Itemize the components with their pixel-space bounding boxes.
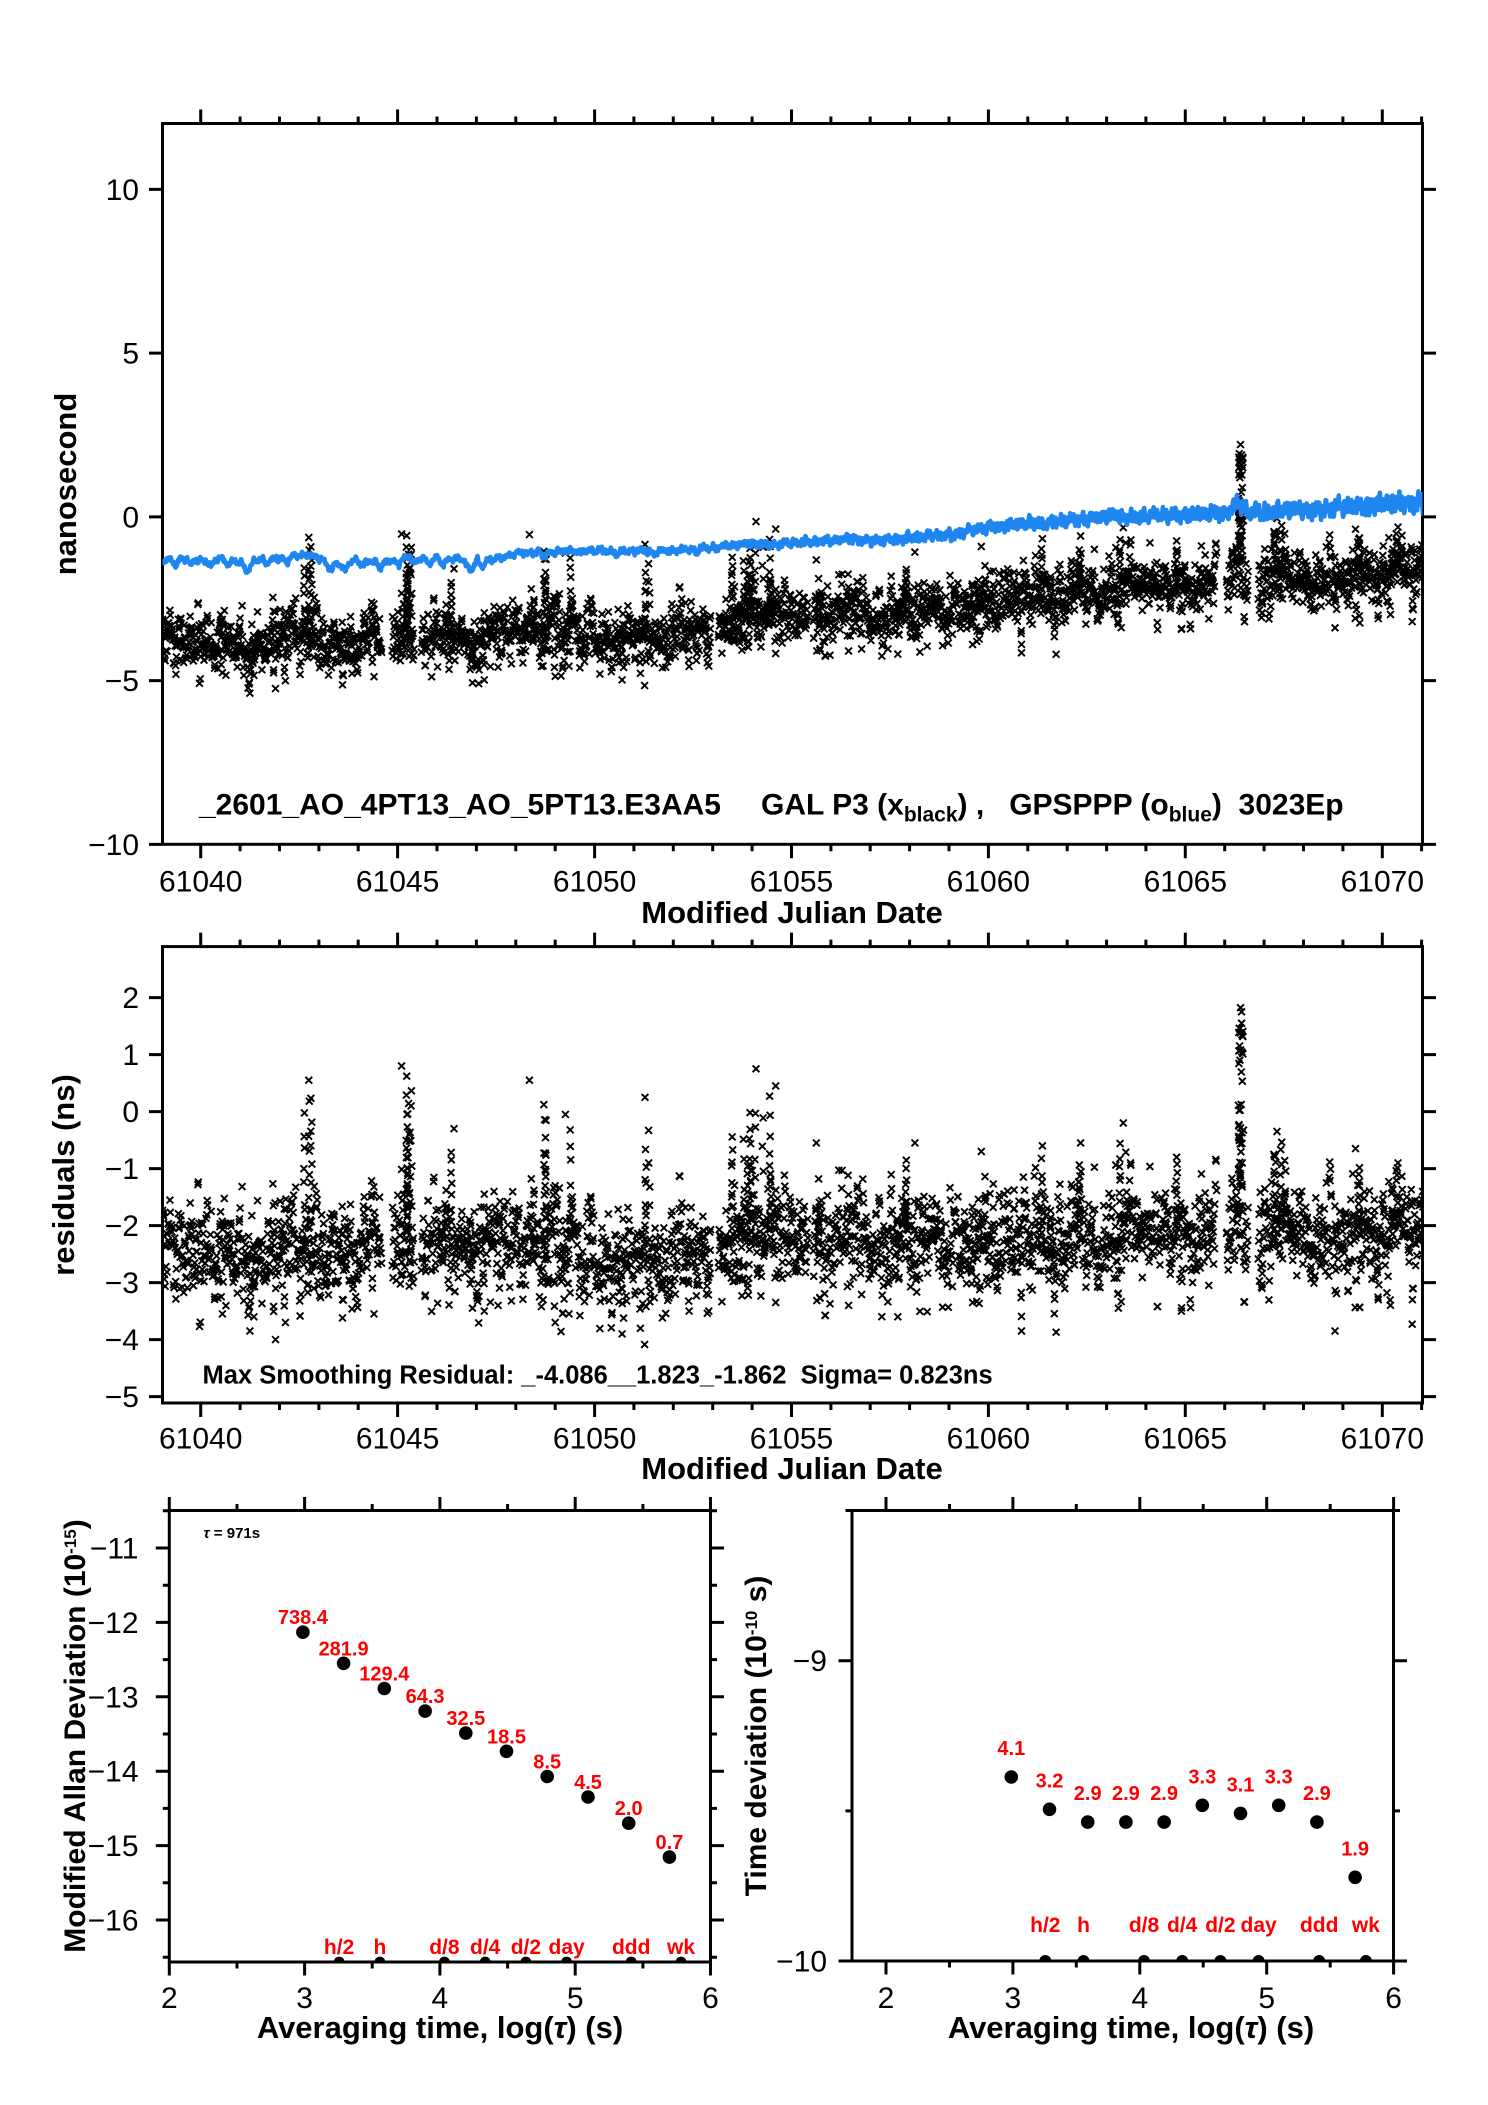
svg-text:3: 3 — [1005, 1982, 1022, 2015]
svg-text:−11: −11 — [90, 1533, 139, 1566]
svg-text:4: 4 — [1131, 1982, 1148, 2015]
svg-text:−3: −3 — [105, 1267, 139, 1300]
svg-text:day: day — [549, 1936, 586, 1959]
svg-text:61040: 61040 — [159, 1422, 242, 1455]
svg-text:5: 5 — [122, 338, 139, 371]
svg-text:Max Smoothing Residual: _-4.08: Max Smoothing Residual: _-4.086__1.823_-… — [203, 1362, 993, 1390]
svg-text:61045: 61045 — [356, 1422, 439, 1455]
svg-text:h: h — [1077, 1914, 1090, 1937]
svg-text:−13: −13 — [88, 1681, 139, 1714]
svg-text:738.4: 738.4 — [278, 1607, 329, 1629]
svg-text:8.5: 8.5 — [533, 1752, 561, 1774]
svg-text:Modified Julian Date: Modified Julian Date — [641, 1451, 942, 1486]
svg-text:−2: −2 — [105, 1210, 139, 1243]
svg-text:−10: −10 — [776, 1946, 827, 1979]
svg-text:3: 3 — [296, 1982, 313, 2015]
svg-text:64.3: 64.3 — [406, 1686, 445, 1708]
svg-text:ddd: ddd — [1300, 1914, 1338, 1937]
svg-text:61050: 61050 — [553, 1422, 636, 1455]
svg-text:−16: −16 — [88, 1905, 139, 1938]
svg-text:_2601_AO_4PT13_AO_5PT13.E3AA5: _2601_AO_4PT13_AO_5PT13.E3AA5 — [198, 788, 721, 821]
svg-text:Averaging time, log(τ) (s): Averaging time, log(τ) (s) — [257, 2010, 623, 2045]
svg-text:18.5: 18.5 — [487, 1726, 526, 1748]
svg-text:2.0: 2.0 — [615, 1798, 643, 1820]
svg-text:τ = 971s: τ = 971s — [204, 1525, 261, 1542]
svg-text:GAL P3 (xblack) , GPSPPP (ob: GAL P3 (xblack) , GPSPPP (oblue) 3023Ep — [761, 788, 1344, 826]
svg-text:−5: −5 — [105, 665, 139, 698]
svg-text:32.5: 32.5 — [446, 1708, 485, 1730]
svg-text:h: h — [373, 1936, 386, 1959]
svg-text:h/2: h/2 — [324, 1936, 354, 1959]
svg-text:2.9: 2.9 — [1150, 1783, 1178, 1805]
svg-text:61055: 61055 — [750, 1422, 833, 1455]
svg-text:3.3: 3.3 — [1188, 1766, 1216, 1788]
svg-text:61050: 61050 — [553, 866, 636, 899]
svg-text:2: 2 — [878, 1982, 895, 2015]
svg-text:4.1: 4.1 — [997, 1738, 1025, 1760]
svg-text:129.4: 129.4 — [359, 1664, 410, 1686]
svg-text:3.2: 3.2 — [1036, 1770, 1064, 1792]
svg-text:−5: −5 — [105, 1381, 139, 1414]
svg-text:2.9: 2.9 — [1303, 1783, 1331, 1805]
svg-text:4.5: 4.5 — [574, 1772, 602, 1794]
svg-text:61040: 61040 — [159, 866, 242, 899]
svg-text:3.1: 3.1 — [1227, 1774, 1255, 1796]
svg-text:Modified Julian Date: Modified Julian Date — [641, 895, 942, 930]
svg-text:ddd: ddd — [612, 1936, 650, 1959]
svg-text:−10: −10 — [88, 829, 139, 862]
svg-text:6: 6 — [702, 1982, 719, 2015]
svg-text:2: 2 — [161, 1982, 178, 2015]
svg-text:−4: −4 — [105, 1324, 139, 1357]
svg-text:1.9: 1.9 — [1341, 1838, 1369, 1860]
svg-text:wk: wk — [666, 1936, 695, 1959]
svg-text:nanosecond: nanosecond — [48, 393, 83, 576]
svg-text:61070: 61070 — [1341, 1422, 1424, 1455]
svg-text:5: 5 — [1258, 1982, 1275, 2015]
svg-text:0: 0 — [122, 501, 139, 534]
svg-text:−12: −12 — [88, 1607, 139, 1640]
svg-text:281.9: 281.9 — [319, 1638, 369, 1660]
svg-text:wk: wk — [1351, 1914, 1380, 1937]
svg-text:d/2: d/2 — [1205, 1914, 1235, 1937]
svg-text:3.3: 3.3 — [1265, 1766, 1293, 1788]
svg-text:h/2: h/2 — [1030, 1914, 1060, 1937]
svg-text:5: 5 — [567, 1982, 584, 2015]
svg-text:61065: 61065 — [1144, 866, 1227, 899]
svg-text:d/4: d/4 — [470, 1936, 501, 1959]
svg-text:61045: 61045 — [356, 866, 439, 899]
svg-text:4: 4 — [432, 1982, 449, 2015]
svg-text:10: 10 — [106, 174, 139, 207]
svg-text:−1: −1 — [105, 1153, 139, 1186]
svg-text:Modified Allan Deviation (10-1: Modified Allan Deviation (10-15) — [59, 1519, 92, 1953]
svg-text:d/4: d/4 — [1167, 1914, 1198, 1937]
svg-text:61065: 61065 — [1144, 1422, 1227, 1455]
svg-text:0: 0 — [122, 1096, 139, 1129]
svg-text:d/8: d/8 — [429, 1936, 460, 1959]
svg-text:−14: −14 — [88, 1756, 139, 1789]
svg-text:2.9: 2.9 — [1112, 1783, 1140, 1805]
svg-text:61055: 61055 — [750, 866, 833, 899]
svg-text:61070: 61070 — [1341, 866, 1424, 899]
svg-text:d/2: d/2 — [511, 1936, 541, 1959]
svg-text:2.9: 2.9 — [1074, 1783, 1102, 1805]
svg-text:61060: 61060 — [947, 1422, 1030, 1455]
svg-text:day: day — [1241, 1914, 1278, 1937]
svg-text:−15: −15 — [88, 1830, 139, 1863]
svg-text:0.7: 0.7 — [655, 1832, 683, 1854]
svg-text:Averaging time, log(τ) (s): Averaging time, log(τ) (s) — [948, 2010, 1314, 2045]
svg-text:61060: 61060 — [947, 866, 1030, 899]
svg-text:2: 2 — [122, 982, 139, 1015]
svg-text:6: 6 — [1385, 1982, 1402, 2015]
svg-text:1: 1 — [122, 1039, 139, 1072]
svg-text:d/8: d/8 — [1129, 1914, 1160, 1937]
svg-text:residuals (ns): residuals (ns) — [46, 1074, 81, 1276]
svg-text:−9: −9 — [793, 1645, 827, 1678]
